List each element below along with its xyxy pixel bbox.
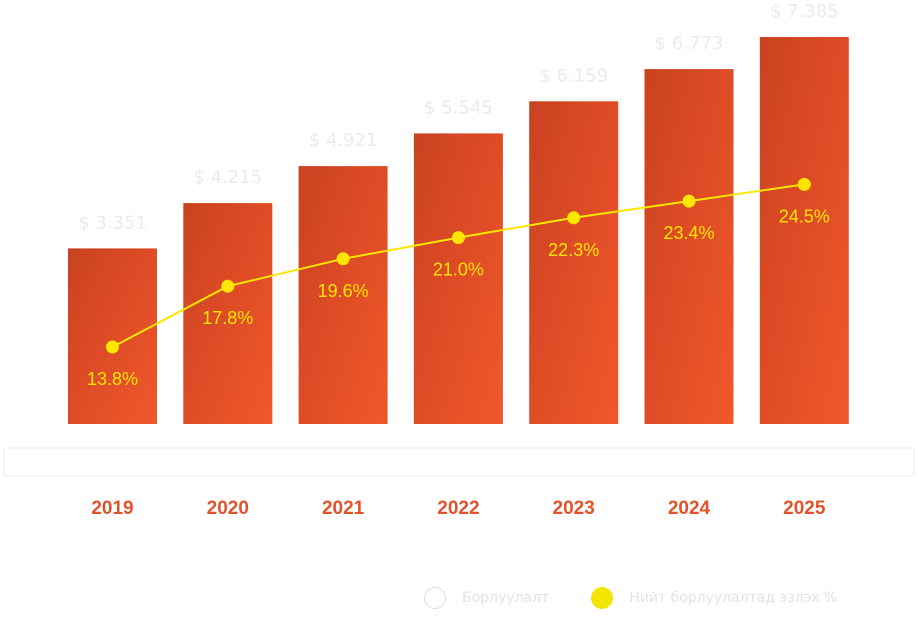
bar-2022 (413, 133, 503, 424)
bar-2019 (68, 248, 157, 424)
bar-value-labels: $ 3.351 $ 4.215 $ 4.921 $ 5.545 $ 6.159 $ 6.7… (78, 1, 839, 233)
percent-point-2025 (797, 177, 811, 191)
x-tick-label-2021: 2021 (322, 498, 365, 519)
percent-point-2024 (682, 194, 696, 208)
legend-swatch-share (591, 587, 614, 609)
percent-label-2019: 13.8% (87, 369, 138, 389)
x-tick-label-2022: 2022 (437, 498, 479, 519)
bar-value-label-2021: $ 4.921 (309, 130, 378, 151)
x-axis-labels: 2019 2020 2021 2022 2023 2024 2025 (91, 498, 826, 519)
bar-value-label-2019: $ 3.351 (78, 212, 147, 233)
chart-baseline (3, 447, 915, 477)
bar-value-label-2024: $ 6.773 (655, 33, 724, 54)
bar-2023 (529, 101, 619, 425)
bar-2025 (759, 37, 849, 424)
x-tick-label-2025: 2025 (783, 498, 826, 519)
bar-series (68, 37, 849, 425)
percent-point-2020 (221, 279, 235, 293)
bar-2021 (298, 166, 388, 424)
legend-item-share: Нийт борлуулалтад эзлэх % (591, 587, 837, 609)
percent-point-2023 (567, 211, 581, 225)
percent-label-2022: 21.0% (433, 260, 484, 280)
percent-label-2021: 19.6% (318, 281, 369, 301)
bar-value-label-2020: $ 4.215 (193, 167, 262, 188)
x-tick-label-2019: 2019 (91, 498, 133, 519)
legend-label-share: Нийт борлуулалтад эзлэх % (629, 590, 838, 606)
legend: Борлуулалт Нийт борлуулалтад эзлэх % (424, 585, 879, 611)
percent-labels: 13.8% 17.8% 19.6% 21.0% 22.3% 23.4% 24.5% (87, 206, 830, 389)
legend-label-sales: Борлуулалт (462, 590, 550, 606)
percent-label-2025: 24.5% (779, 206, 830, 226)
legend-item-sales: Борлуулалт (424, 587, 549, 609)
legend-swatch-sales (424, 587, 446, 609)
bar-2020 (183, 203, 273, 424)
x-tick-label-2020: 2020 (207, 498, 249, 519)
x-tick-label-2024: 2024 (668, 498, 711, 519)
x-tick-label-2023: 2023 (553, 498, 595, 519)
percent-point-2022 (451, 231, 465, 245)
percent-point-2019 (106, 340, 119, 354)
bar-value-label-2022: $ 5.545 (424, 97, 493, 118)
percent-line-series (106, 177, 811, 354)
bar-value-label-2023: $ 6.159 (539, 65, 608, 86)
percent-label-2024: 23.4% (663, 223, 714, 243)
bar-2024 (644, 69, 734, 424)
percent-label-2020: 17.8% (202, 308, 253, 328)
bar-value-label-2025: $ 7.385 (770, 1, 839, 22)
percent-point-2021 (336, 252, 350, 266)
percent-label-2023: 22.3% (548, 240, 599, 260)
